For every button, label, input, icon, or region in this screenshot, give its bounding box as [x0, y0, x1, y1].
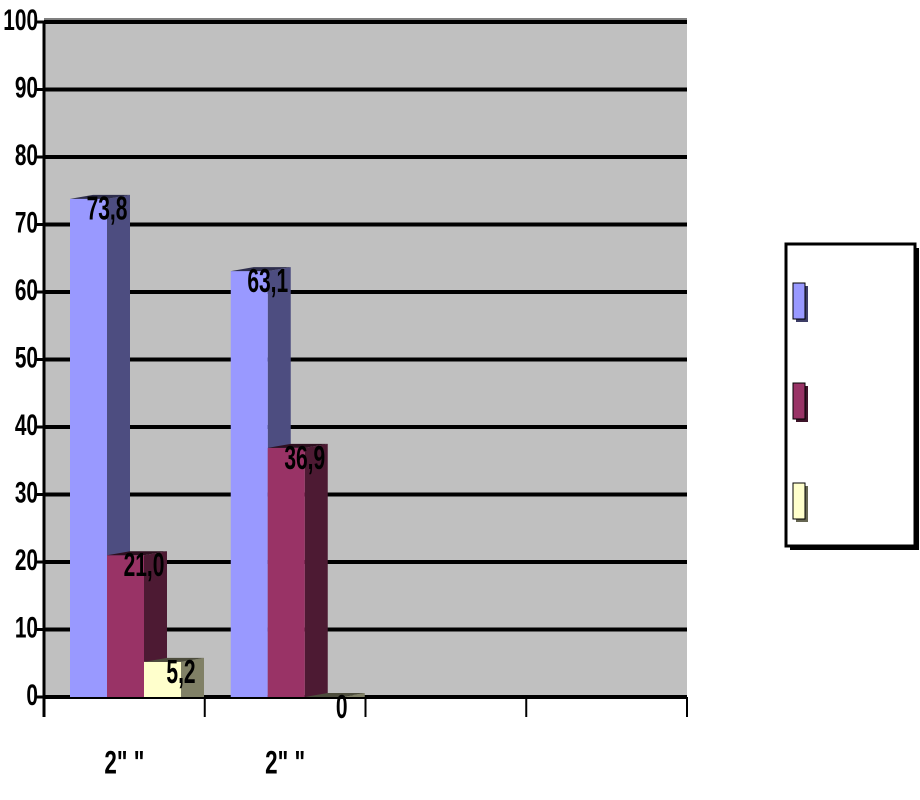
y-tick-label: 80 — [15, 139, 38, 172]
legend-swatch — [792, 482, 806, 520]
bar — [230, 271, 268, 697]
bar — [107, 555, 144, 697]
bar-top — [304, 693, 365, 697]
value-label: 5,2 — [166, 653, 195, 690]
y-tick-label: 60 — [15, 274, 38, 307]
legend-swatch — [792, 382, 806, 420]
bar-top — [230, 267, 291, 272]
bar — [267, 447, 305, 697]
bar-top — [144, 657, 204, 662]
bar-top — [107, 551, 167, 556]
bar — [144, 661, 181, 697]
y-tick-label: 90 — [15, 72, 38, 105]
y-tick-label: 0 — [26, 679, 38, 712]
y-tick-label: 50 — [15, 342, 38, 375]
y-tick-label: 20 — [15, 544, 38, 577]
bar-side — [304, 443, 328, 697]
bar-top — [267, 443, 328, 448]
value-label: 21,0 — [124, 546, 165, 583]
x-tick-label: 2" " — [104, 744, 144, 780]
y-tick-label: 40 — [15, 409, 38, 442]
y-tick-label: 70 — [15, 207, 38, 240]
y-tick-label: 100 — [3, 4, 38, 37]
legend-swatch — [792, 282, 806, 320]
value-label: 63,1 — [247, 262, 288, 299]
y-tick-label: 30 — [15, 477, 38, 510]
value-label: 73,8 — [87, 190, 128, 227]
bar-top — [70, 194, 130, 199]
bar — [70, 198, 107, 697]
x-tick-label: 2" " — [265, 744, 305, 780]
value-label: 36,9 — [284, 439, 325, 476]
value-label: 0 — [336, 688, 348, 725]
bar-side — [181, 657, 204, 697]
y-tick-label: 10 — [15, 612, 38, 645]
